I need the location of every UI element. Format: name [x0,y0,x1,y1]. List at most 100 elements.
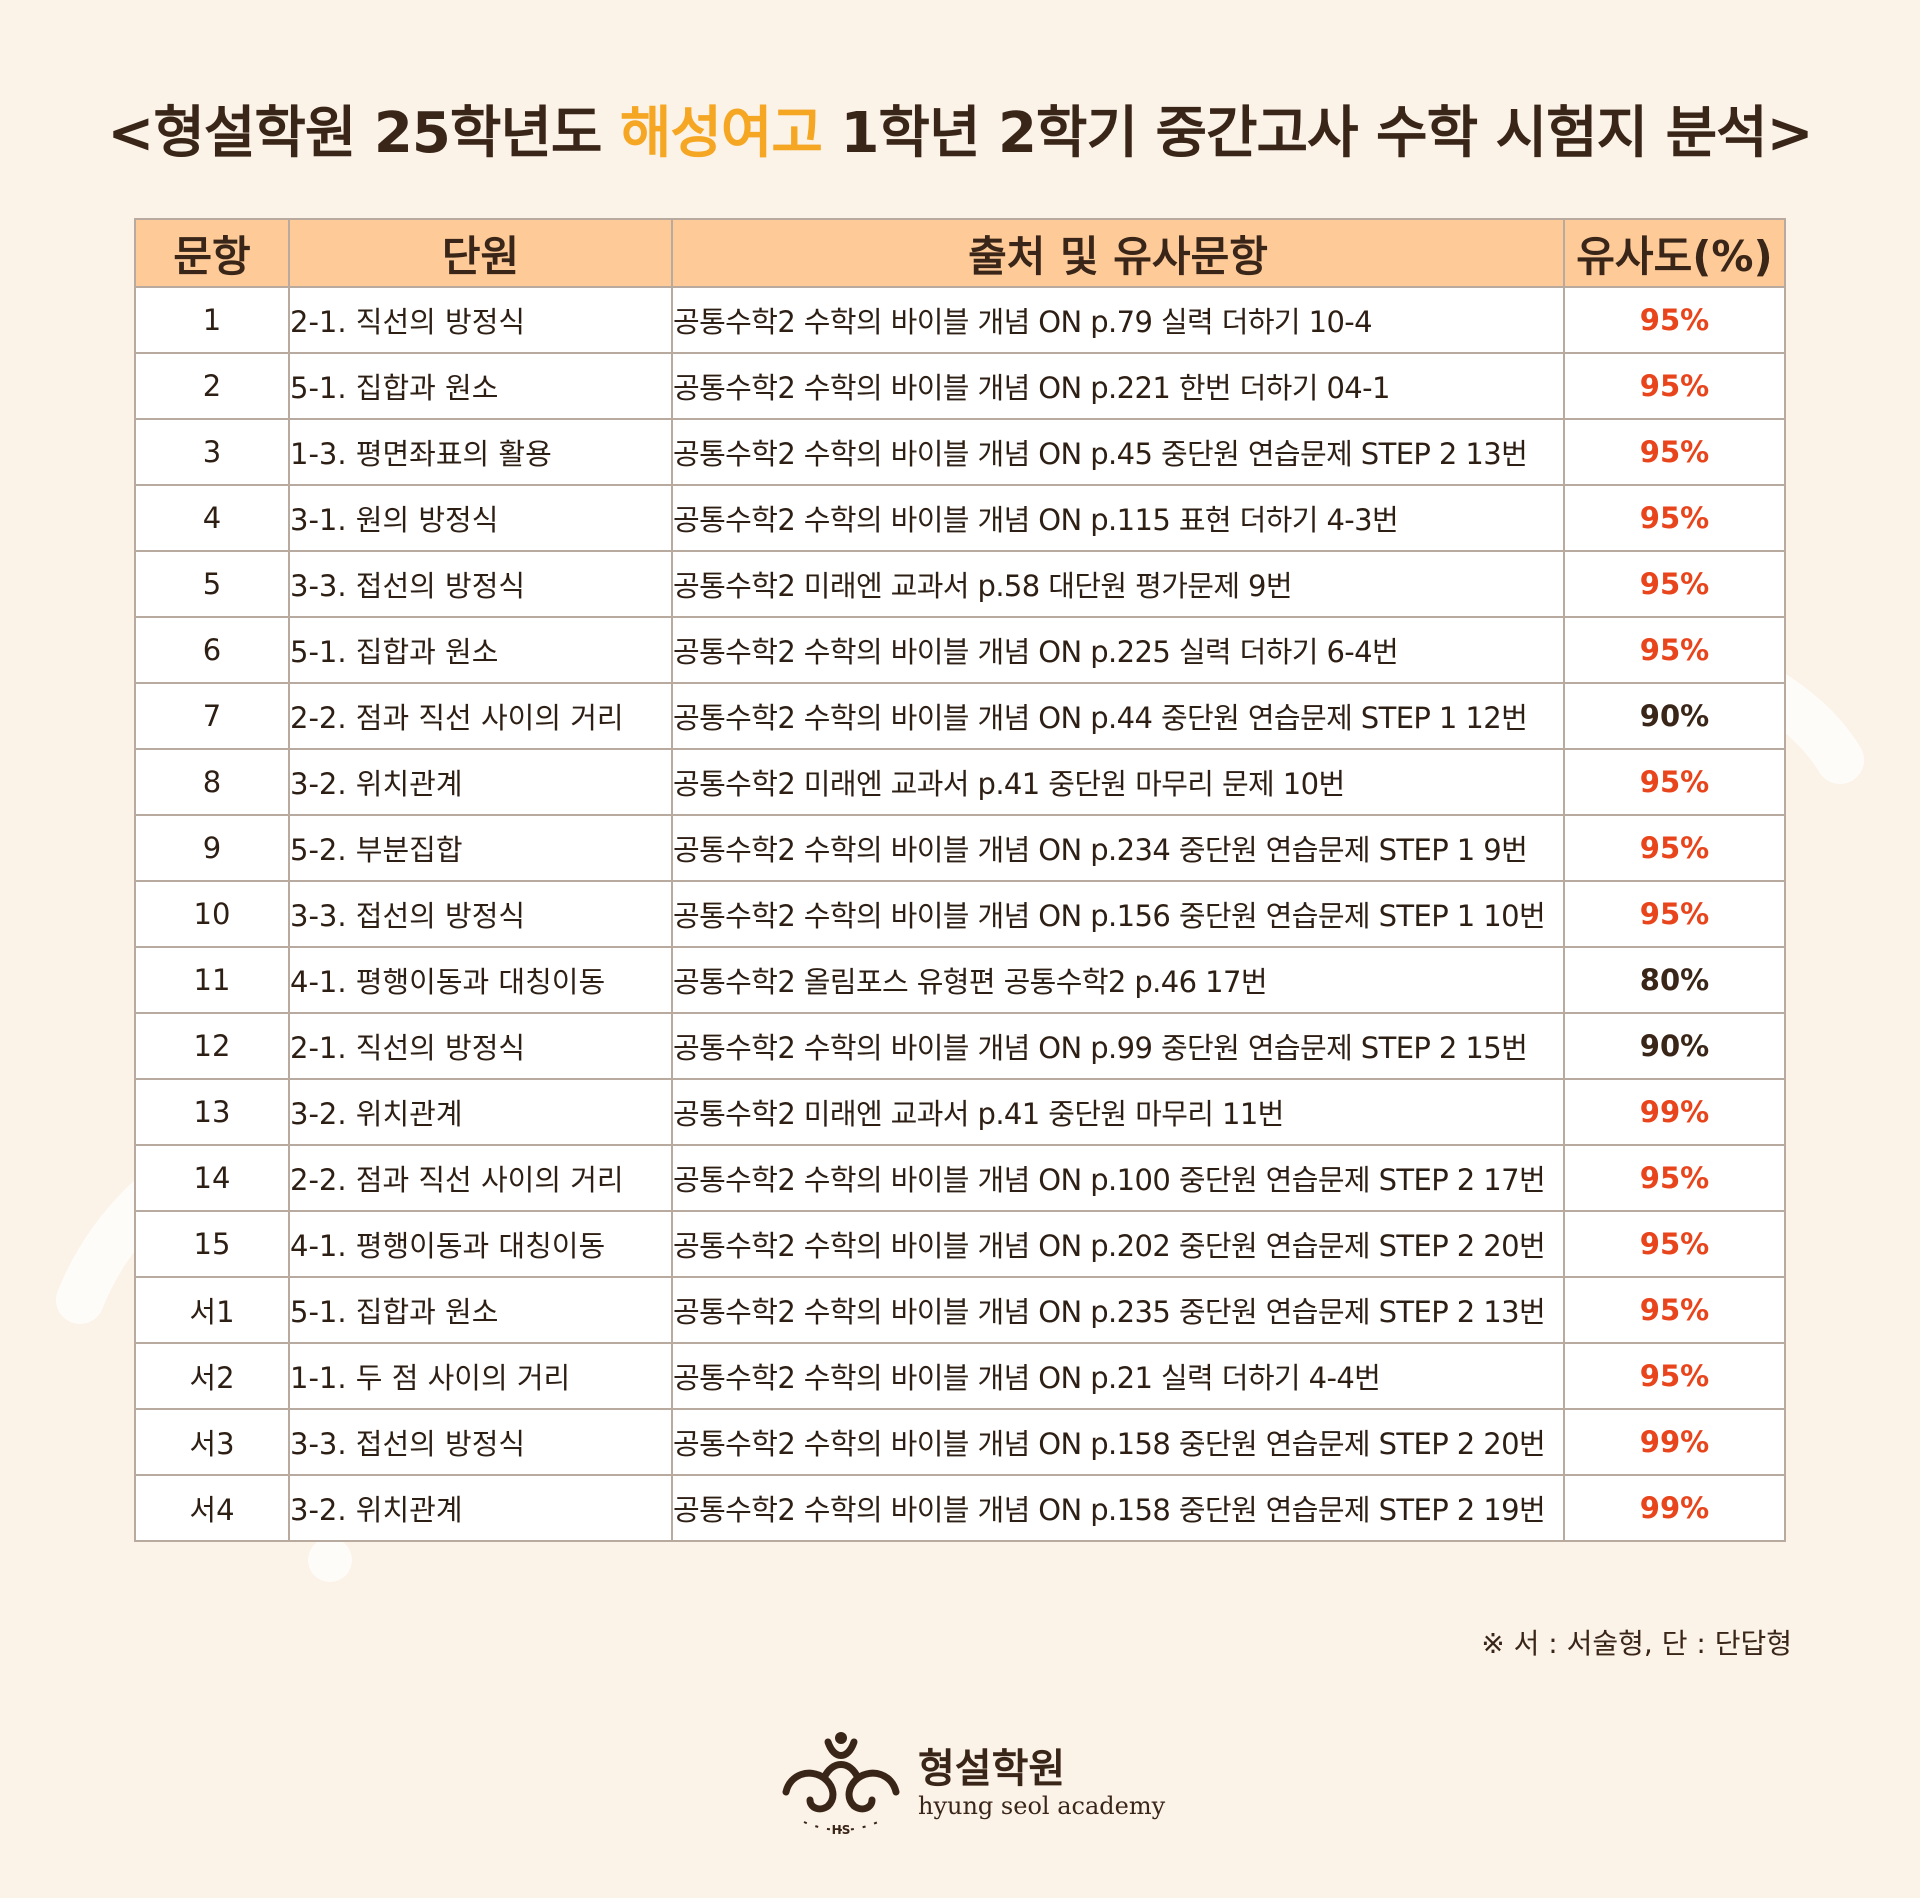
table-row: 서1 5-1. 집합과 원소 공통수학2 수학의 바이블 개념 ON p.235 중… [134,1276,1786,1344]
source-cell: 공통수학2 수학의 바이블 개념 ON p.115 표현 더하기 4-3번 [671,484,1565,552]
question-no-cell: 14 [134,1144,290,1212]
table-header-row: 문항 단원 출처 및 유사문항 유사도(%) [134,218,1786,288]
question-no-cell: 13 [134,1078,290,1146]
question-no-cell: 2 [134,352,290,420]
unit-cell: 3-2. 위치관계 [288,1078,673,1146]
similarity-cell: 95% [1563,550,1786,618]
unit-cell: 5-1. 집합과 원소 [288,1276,673,1344]
source-cell: 공통수학2 수학의 바이블 개념 ON p.100 중단원 연습문제 STEP … [671,1144,1565,1212]
table-row: 서4 3-2. 위치관계 공통수학2 수학의 바이블 개념 ON p.158 중단원… [134,1474,1786,1542]
similarity-cell: 80% [1563,946,1786,1014]
source-cell: 공통수학2 수학의 바이블 개념 ON p.234 중단원 연습문제 STEP … [671,814,1565,882]
question-no-cell: 1 [134,286,290,354]
table-row: 9 5-2. 부분집합 공통수학2 수학의 바이블 개념 ON p.234 중단원 … [134,814,1786,882]
unit-cell: 1-3. 평면좌표의 활용 [288,418,673,486]
header-source: 출처 및 유사문항 [671,218,1565,288]
table-row: 7 2-2. 점과 직선 사이의 거리 공통수학2 수학의 바이블 개념 ON p.… [134,682,1786,750]
source-cell: 공통수학2 미래엔 교과서 p.41 중단원 마무리 11번 [671,1078,1565,1146]
source-cell: 공통수학2 미래엔 교과서 p.58 대단원 평가문제 9번 [671,550,1565,618]
source-cell: 공통수학2 수학의 바이블 개념 ON p.45 중단원 연습문제 STEP 2… [671,418,1565,486]
similarity-cell: 95% [1563,616,1786,684]
unit-cell: 3-1. 원의 방정식 [288,484,673,552]
similarity-cell: 95% [1563,484,1786,552]
question-no-cell: 7 [134,682,290,750]
source-cell: 공통수학2 수학의 바이블 개념 ON p.79 실력 더하기 10-4 [671,286,1565,354]
question-no-cell: 4 [134,484,290,552]
question-no-cell: 8 [134,748,290,816]
question-no-cell: 12 [134,1012,290,1080]
title-prefix: <형설학원 25학년도 [107,101,620,166]
question-no-cell: 15 [134,1210,290,1278]
similarity-cell: 90% [1563,682,1786,750]
unit-cell: 3-3. 접선의 방정식 [288,1408,673,1476]
table-row: 15 4-1. 평행이동과 대칭이동 공통수학2 수학의 바이블 개념 ON p.2… [134,1210,1786,1278]
table-row: 서2 1-1. 두 점 사이의 거리 공통수학2 수학의 바이블 개념 ON p.2… [134,1342,1786,1410]
source-cell: 공통수학2 수학의 바이블 개념 ON p.235 중단원 연습문제 STEP … [671,1276,1565,1344]
unit-cell: 5-1. 집합과 원소 [288,352,673,420]
table-row: 4 3-1. 원의 방정식 공통수학2 수학의 바이블 개념 ON p.115 표현… [134,484,1786,552]
source-cell: 공통수학2 수학의 바이블 개념 ON p.225 실력 더하기 6-4번 [671,616,1565,684]
logo-mark-icon: HS [782,1732,900,1837]
similarity-cell: 99% [1563,1474,1786,1542]
question-no-cell: 5 [134,550,290,618]
unit-cell: 2-1. 직선의 방정식 [288,1012,673,1080]
table-row: 10 3-3. 접선의 방정식 공통수학2 수학의 바이블 개념 ON p.156 … [134,880,1786,948]
source-cell: 공통수학2 수학의 바이블 개념 ON p.158 중단원 연습문제 STEP … [671,1474,1565,1542]
unit-cell: 3-2. 위치관계 [288,1474,673,1542]
question-no-cell: 서1 [134,1276,290,1344]
similarity-cell: 95% [1563,352,1786,420]
unit-cell: 5-2. 부분집합 [288,814,673,882]
table-row: 12 2-1. 직선의 방정식 공통수학2 수학의 바이블 개념 ON p.99 중… [134,1012,1786,1080]
table-row: 서3 3-3. 접선의 방정식 공통수학2 수학의 바이블 개념 ON p.158 … [134,1408,1786,1476]
logo-mark-text: HS [832,1823,851,1837]
similarity-cell: 95% [1563,880,1786,948]
page-title: <형설학원 25학년도 해성여고 1학년 2학기 중간고사 수학 시험지 분석> [0,88,1920,169]
source-cell: 공통수학2 수학의 바이블 개념 ON p.99 중단원 연습문제 STEP 2… [671,1012,1565,1080]
similarity-cell: 95% [1563,1210,1786,1278]
question-no-cell: 11 [134,946,290,1014]
table-row: 5 3-3. 접선의 방정식 공통수학2 미래엔 교과서 p.58 대단원 평가문제… [134,550,1786,618]
question-no-cell: 서4 [134,1474,290,1542]
table-row: 8 3-2. 위치관계 공통수학2 미래엔 교과서 p.41 중단원 마무리 문제 … [134,748,1786,816]
question-no-cell: 10 [134,880,290,948]
table-row: 2 5-1. 집합과 원소 공통수학2 수학의 바이블 개념 ON p.221 한번… [134,352,1786,420]
similarity-cell: 95% [1563,1342,1786,1410]
similarity-cell: 99% [1563,1408,1786,1476]
table-row: 1 2-1. 직선의 방정식 공통수학2 수학의 바이블 개념 ON p.79 실력… [134,286,1786,354]
table-row: 11 4-1. 평행이동과 대칭이동 공통수학2 올림포스 유형편 공통수학2 p.… [134,946,1786,1014]
unit-cell: 5-1. 집합과 원소 [288,616,673,684]
question-no-cell: 6 [134,616,290,684]
footnote: ※ 서 : 서술형, 단 : 단답형 [1481,1627,1792,1660]
table-body: 1 2-1. 직선의 방정식 공통수학2 수학의 바이블 개념 ON p.79 실력… [134,286,1786,1542]
source-cell: 공통수학2 수학의 바이블 개념 ON p.202 중단원 연습문제 STEP … [671,1210,1565,1278]
source-cell: 공통수학2 수학의 바이블 개념 ON p.158 중단원 연습문제 STEP … [671,1408,1565,1476]
source-cell: 공통수학2 수학의 바이블 개념 ON p.21 실력 더하기 4-4번 [671,1342,1565,1410]
logo-subtitle: hyung seol academy [918,1792,1166,1820]
question-no-cell: 9 [134,814,290,882]
title-school-highlight: 해성여고 [619,101,823,166]
source-cell: 공통수학2 수학의 바이블 개념 ON p.44 중단원 연습문제 STEP 1… [671,682,1565,750]
table-row: 14 2-2. 점과 직선 사이의 거리 공통수학2 수학의 바이블 개념 ON p… [134,1144,1786,1212]
academy-logo: HS 형설학원 hyung seol academy [776,1730,1176,1840]
header-unit: 단원 [288,218,673,288]
similarity-cell: 95% [1563,286,1786,354]
unit-cell: 3-2. 위치관계 [288,748,673,816]
header-question-no: 문항 [134,218,290,288]
unit-cell: 2-2. 점과 직선 사이의 거리 [288,682,673,750]
similarity-cell: 95% [1563,748,1786,816]
unit-cell: 3-3. 접선의 방정식 [288,880,673,948]
question-no-cell: 3 [134,418,290,486]
title-suffix: 1학년 2학기 중간고사 수학 시험지 분석> [821,101,1813,166]
header-similarity: 유사도(%) [1563,218,1786,288]
table-row: 13 3-2. 위치관계 공통수학2 미래엔 교과서 p.41 중단원 마무리 11… [134,1078,1786,1146]
similarity-cell: 99% [1563,1078,1786,1146]
unit-cell: 2-1. 직선의 방정식 [288,286,673,354]
question-no-cell: 서3 [134,1408,290,1476]
source-cell: 공통수학2 미래엔 교과서 p.41 중단원 마무리 문제 10번 [671,748,1565,816]
unit-cell: 1-1. 두 점 사이의 거리 [288,1342,673,1410]
similarity-cell: 95% [1563,1276,1786,1344]
unit-cell: 4-1. 평행이동과 대칭이동 [288,946,673,1014]
similarity-cell: 90% [1563,1012,1786,1080]
similarity-cell: 95% [1563,418,1786,486]
source-cell: 공통수학2 올림포스 유형편 공통수학2 p.46 17번 [671,946,1565,1014]
